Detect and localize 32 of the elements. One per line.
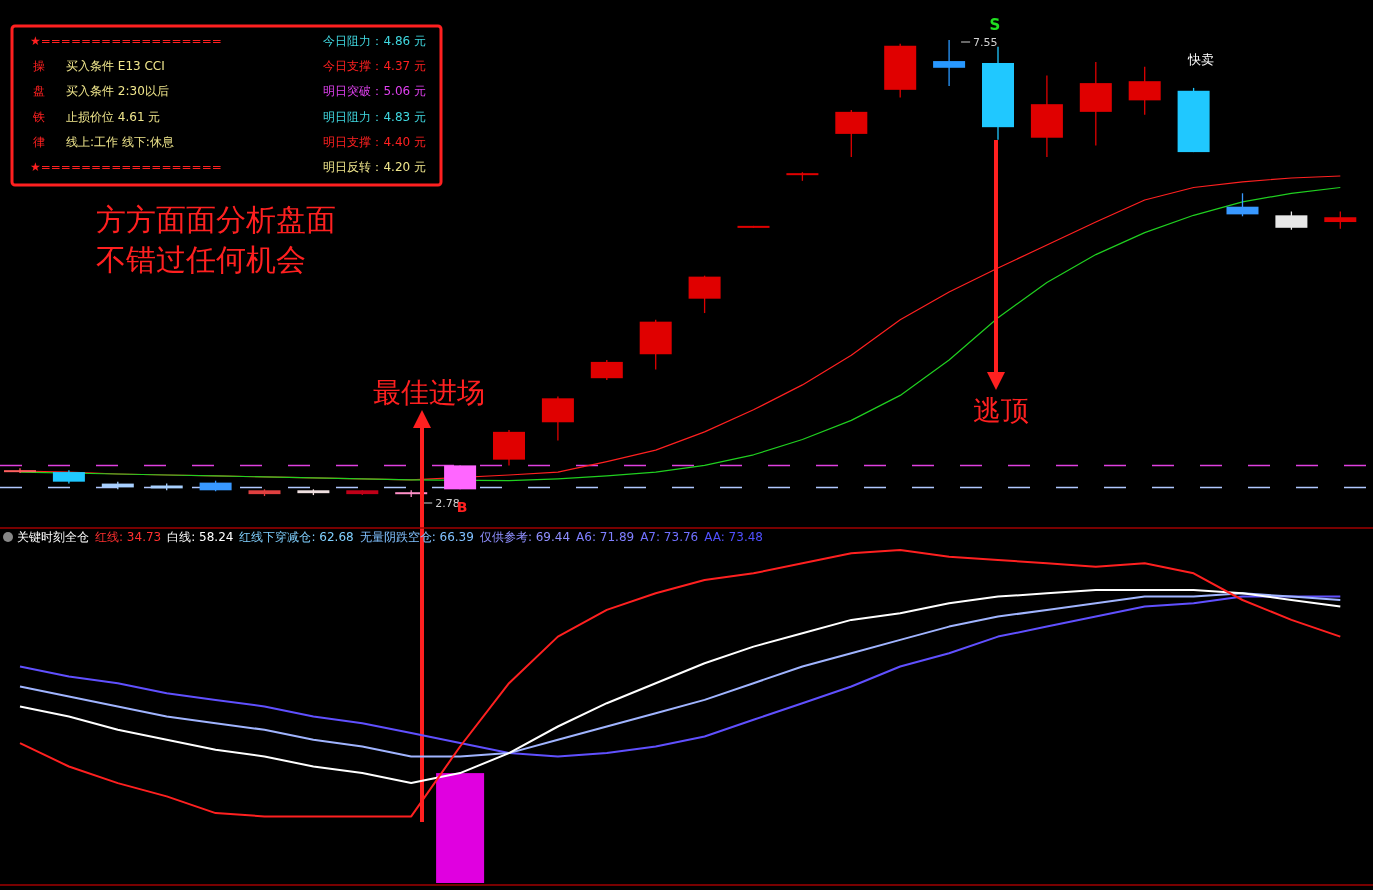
chart-title: 关键时刻全仓 <box>17 530 89 544</box>
annotation: 线上:工作 线下:休息 <box>66 135 174 149</box>
annotation: 明日阻力：4.83 元 <box>323 110 426 124</box>
annotation: 盘 <box>33 84 45 98</box>
text: 红线下穿减仓: 62.68 <box>239 530 354 544</box>
annotation: 7.55 <box>973 36 998 49</box>
annotation: 铁 <box>32 110 45 124</box>
annotation: 今日支撑：4.37 元 <box>323 59 426 73</box>
annotation: 明日支撑：4.40 元 <box>323 135 426 149</box>
annotation: 止损价位 4.61 元 <box>66 110 161 124</box>
text: S <box>989 16 1001 34</box>
annotation: 最佳进场 <box>373 376 485 409</box>
annotation: 操 <box>33 59 45 73</box>
text: 红线: 34.73 <box>95 530 162 544</box>
annotation: 方方面面分析盘面 <box>96 202 336 237</box>
text: 白线: 58.24 <box>167 530 234 544</box>
annotation: 明日反转：4.20 元 <box>323 160 426 174</box>
annotation: 买入条件 E13 CCI <box>66 59 165 73</box>
annotation: 今日阻力：4.86 元 <box>323 34 426 48</box>
annotation: 律 <box>33 135 45 149</box>
text: A6: 71.89 <box>576 530 635 544</box>
annotation: 买入条件 2:30以后 <box>66 84 169 98</box>
candlestick <box>4 467 36 474</box>
text: AA: 73.48 <box>704 530 763 544</box>
annotation: 快卖 <box>1187 52 1214 67</box>
annotation: ★================== <box>30 160 222 174</box>
annotation: ★================== <box>30 34 222 48</box>
text: 仅供参考: 69.44 <box>479 530 571 544</box>
annotation: 逃顶 <box>973 394 1029 427</box>
text: A7: 73.76 <box>640 530 699 544</box>
annotation: 不错过任何机会 <box>96 242 306 277</box>
annotation: 明日突破：5.06 元 <box>323 84 426 98</box>
